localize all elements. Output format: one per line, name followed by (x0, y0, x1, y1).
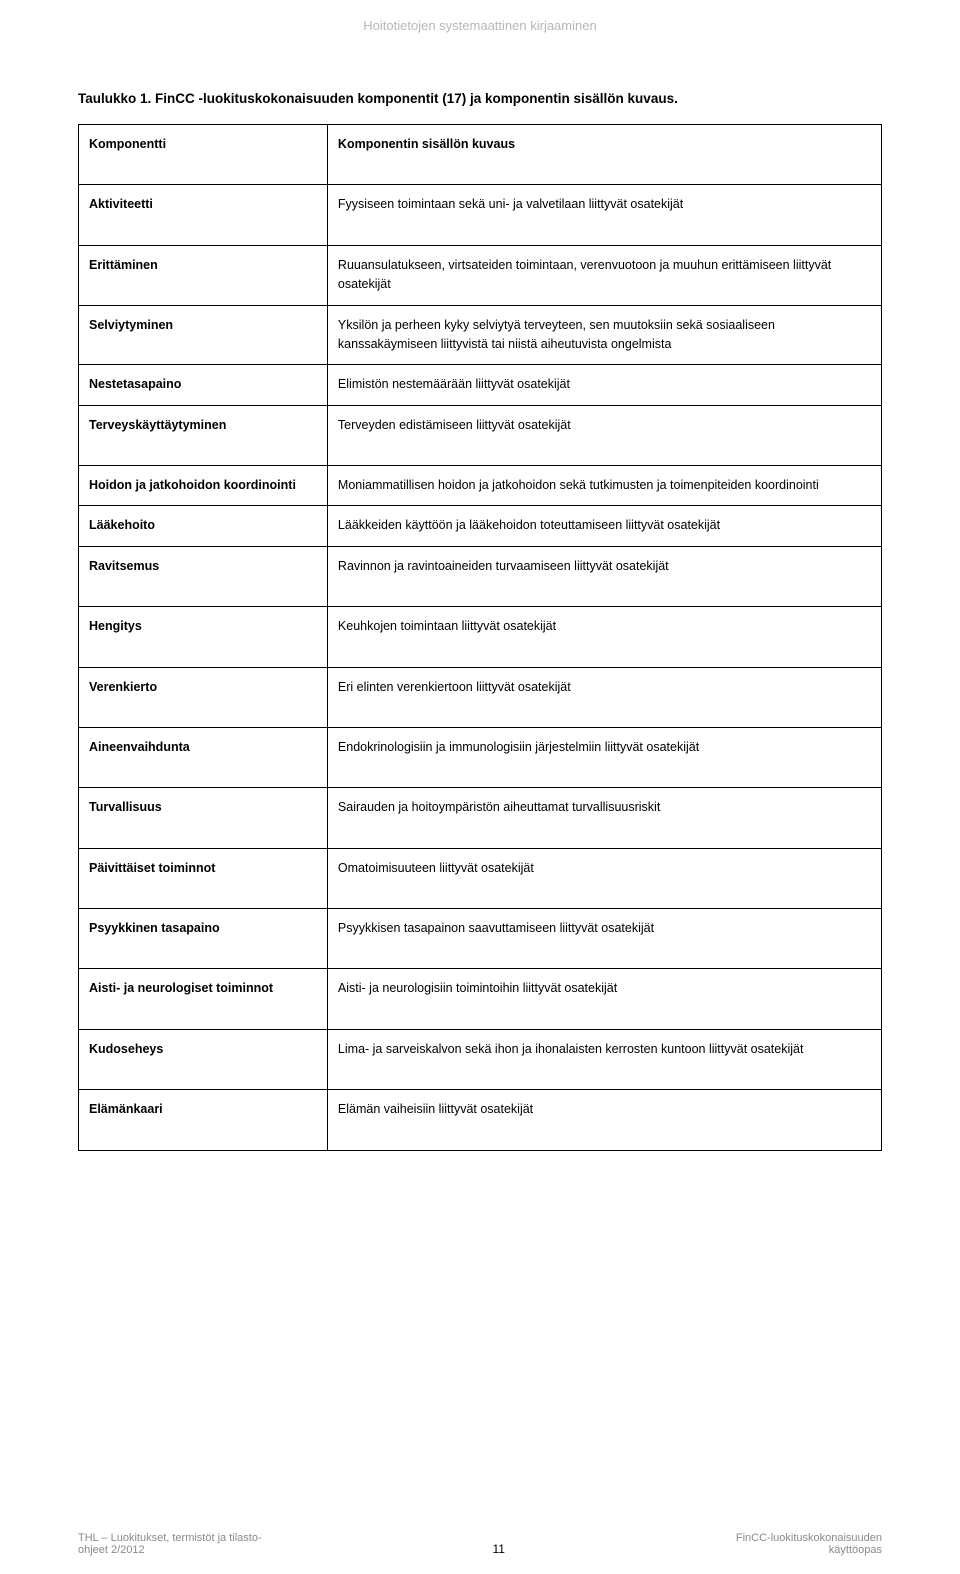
cell-label: Erittäminen (79, 245, 328, 305)
table-row: Aisti- ja neurologiset toiminnot Aisti- … (79, 969, 882, 1029)
cell-label: Aisti- ja neurologiset toiminnot (79, 969, 328, 1029)
footer-left-line2: ohjeet 2/2012 (78, 1544, 145, 1556)
cell-desc: Endokrinologisiin ja immunologisiin järj… (327, 727, 881, 787)
table-row: Verenkierto Eri elinten verenkiertoon li… (79, 667, 882, 727)
cell-label: Päivittäiset toiminnot (79, 848, 328, 908)
cell-label: Ravitsemus (79, 546, 328, 606)
table-row: Aktiviteetti Fyysiseen toimintaan sekä u… (79, 185, 882, 245)
cell-desc: Lima- ja sarveiskalvon sekä ihon ja ihon… (327, 1029, 881, 1089)
footer-right-line1: FinCC-luokituskokonaisuuden (736, 1532, 882, 1544)
cell-desc: Sairauden ja hoitoympäristön aiheuttamat… (327, 788, 881, 848)
cell-desc: Eri elinten verenkiertoon liittyvät osat… (327, 667, 881, 727)
cell-desc: Moniammatillisen hoidon ja jatkohoidon s… (327, 466, 881, 506)
cell-desc: Ruuansulatukseen, virtsateiden toimintaa… (327, 245, 881, 305)
running-header: Hoitotietojen systemaattinen kirjaaminen (78, 18, 882, 33)
cell-label: Lääkehoito (79, 506, 328, 546)
cell-label: Turvallisuus (79, 788, 328, 848)
cell-label: Kudoseheys (79, 1029, 328, 1089)
cell-label: Aktiviteetti (79, 185, 328, 245)
footer-left: THL – Luokitukset, termistöt ja tilasto-… (78, 1532, 262, 1556)
cell-desc: Fyysiseen toimintaan sekä uni- ja valvet… (327, 185, 881, 245)
cell-desc: Ravinnon ja ravintoaineiden turvaamiseen… (327, 546, 881, 606)
table-row: Selviytyminen Yksilön ja perheen kyky se… (79, 305, 882, 365)
cell-label: Terveyskäyttäytyminen (79, 405, 328, 465)
header-cell-description: Komponentin sisällön kuvaus (327, 125, 881, 185)
table-row: Ravitsemus Ravinnon ja ravintoaineiden t… (79, 546, 882, 606)
cell-desc: Elimistön nestemäärään liittyvät osateki… (327, 365, 881, 405)
components-table: Komponentti Komponentin sisällön kuvaus … (78, 124, 882, 1151)
table-header-row: Komponentti Komponentin sisällön kuvaus (79, 125, 882, 185)
table-row: Aineenvaihdunta Endokrinologisiin ja imm… (79, 727, 882, 787)
table-row: Hengitys Keuhkojen toimintaan liittyvät … (79, 607, 882, 667)
table-row: Hoidon ja jatkohoidon koordinointi Monia… (79, 466, 882, 506)
table-caption: Taulukko 1. FinCC -luokituskokonaisuuden… (78, 91, 882, 106)
cell-label: Verenkierto (79, 667, 328, 727)
cell-desc: Elämän vaiheisiin liittyvät osatekijät (327, 1090, 881, 1150)
footer-right: FinCC-luokituskokonaisuuden käyttöopas (736, 1532, 882, 1556)
cell-label: Aineenvaihdunta (79, 727, 328, 787)
footer-right-line2: käyttöopas (829, 1544, 882, 1556)
cell-label: Selviytyminen (79, 305, 328, 365)
cell-desc: Terveyden edistämiseen liittyvät osateki… (327, 405, 881, 465)
cell-label: Elämänkaari (79, 1090, 328, 1150)
cell-label: Hengitys (79, 607, 328, 667)
cell-desc: Lääkkeiden käyttöön ja lääkehoidon toteu… (327, 506, 881, 546)
cell-desc: Yksilön ja perheen kyky selviytyä tervey… (327, 305, 881, 365)
table-row: Terveyskäyttäytyminen Terveyden edistämi… (79, 405, 882, 465)
cell-desc: Omatoimisuuteen liittyvät osatekijät (327, 848, 881, 908)
cell-label: Hoidon ja jatkohoidon koordinointi (79, 466, 328, 506)
table-row: Kudoseheys Lima- ja sarveiskalvon sekä i… (79, 1029, 882, 1089)
table-row: Nestetasapaino Elimistön nestemäärään li… (79, 365, 882, 405)
table-row: Erittäminen Ruuansulatukseen, virtsateid… (79, 245, 882, 305)
page: Hoitotietojen systemaattinen kirjaaminen… (0, 0, 960, 1574)
table-row: Päivittäiset toiminnot Omatoimisuuteen l… (79, 848, 882, 908)
cell-label: Psyykkinen tasapaino (79, 909, 328, 969)
table-row: Turvallisuus Sairauden ja hoitoympäristö… (79, 788, 882, 848)
header-cell-component: Komponentti (79, 125, 328, 185)
cell-label: Nestetasapaino (79, 365, 328, 405)
cell-desc: Keuhkojen toimintaan liittyvät osatekijä… (327, 607, 881, 667)
table-row: Lääkehoito Lääkkeiden käyttöön ja lääkeh… (79, 506, 882, 546)
cell-desc: Aisti- ja neurologisiin toimintoihin lii… (327, 969, 881, 1029)
cell-desc: Psyykkisen tasapainon saavuttamiseen lii… (327, 909, 881, 969)
page-footer: THL – Luokitukset, termistöt ja tilasto-… (78, 1532, 882, 1556)
page-number: 11 (493, 1542, 505, 1556)
table-row: Elämänkaari Elämän vaiheisiin liittyvät … (79, 1090, 882, 1150)
footer-left-line1: THL – Luokitukset, termistöt ja tilasto- (78, 1532, 262, 1544)
table-row: Psyykkinen tasapaino Psyykkisen tasapain… (79, 909, 882, 969)
